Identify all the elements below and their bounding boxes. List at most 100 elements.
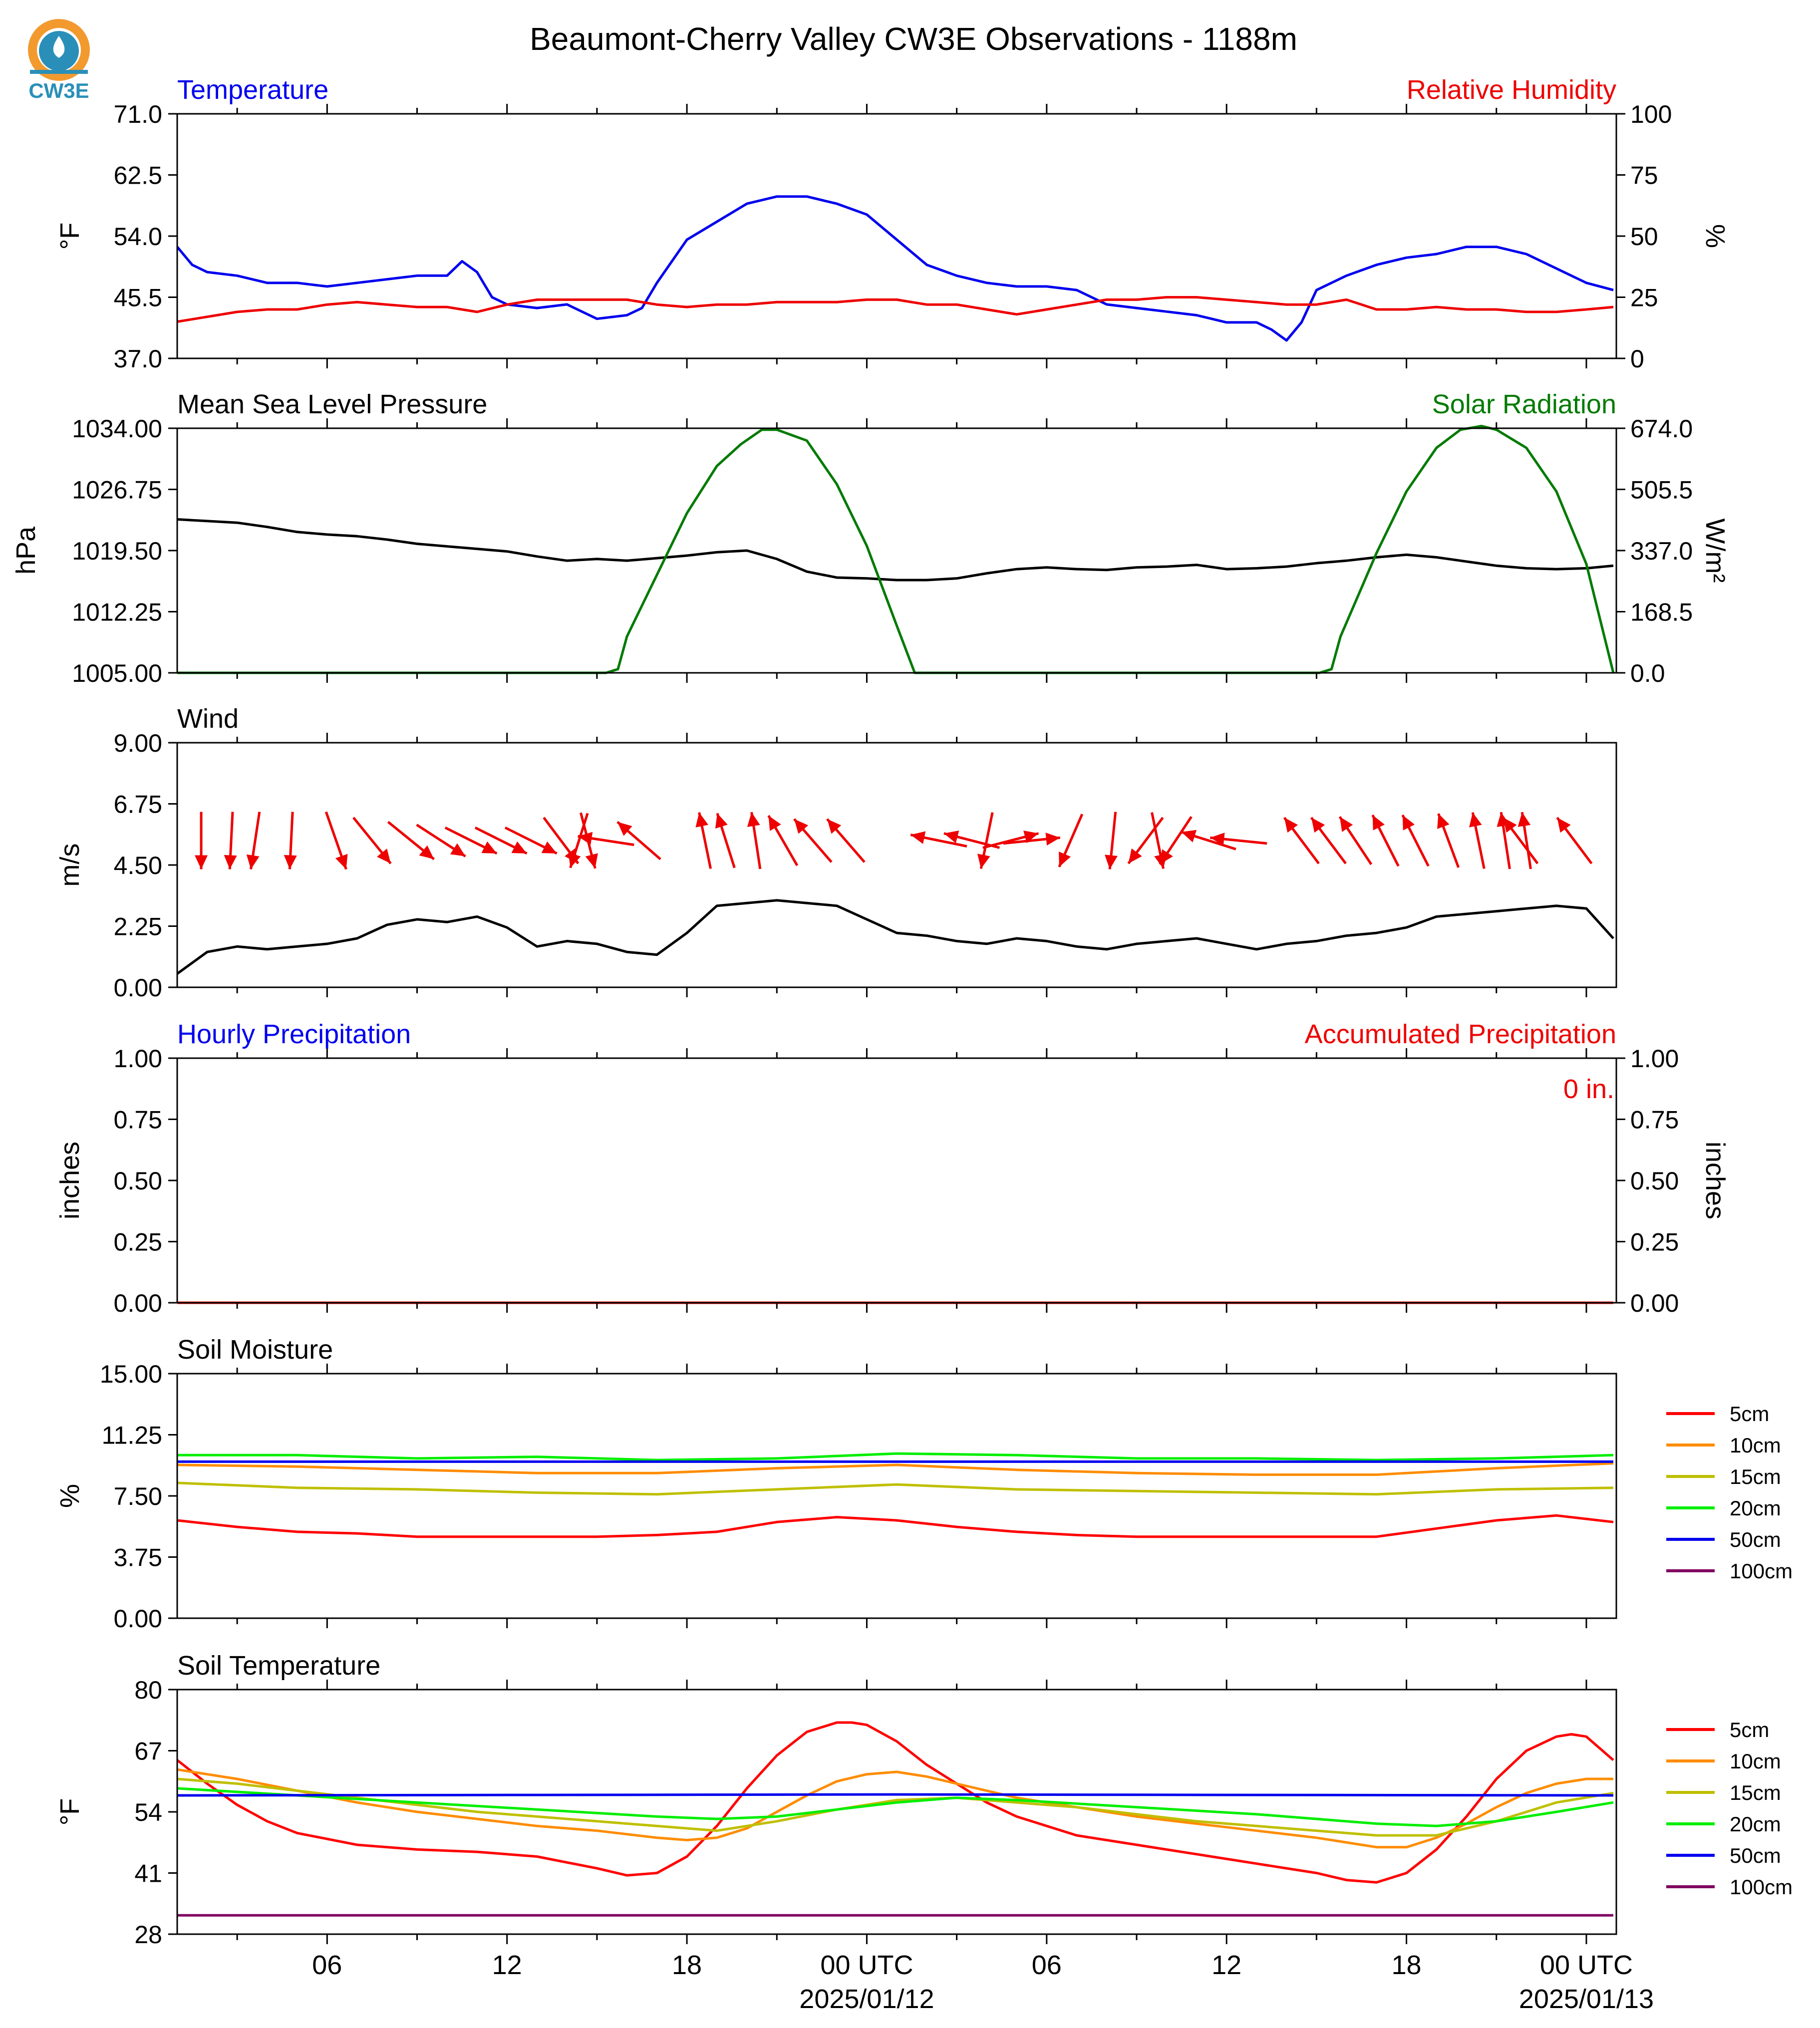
y-tick-label-left: 1034.00 bbox=[72, 415, 162, 443]
y-tick-label-left: 71.0 bbox=[114, 100, 162, 128]
legend-label: 15cm bbox=[1730, 1781, 1781, 1804]
panel-title-right: Solar Radiation bbox=[1432, 389, 1616, 419]
wind-arrow bbox=[1310, 817, 1347, 865]
x-tick-label: 12 bbox=[492, 1950, 522, 1980]
wind-arrow bbox=[416, 824, 466, 858]
series-line-5cm bbox=[176, 1721, 1614, 1884]
wind-arrow bbox=[715, 813, 736, 869]
wind-arrow-head bbox=[977, 854, 990, 869]
y-tick-label-right: 0 bbox=[1630, 345, 1644, 373]
legend-label: 100cm bbox=[1730, 1875, 1793, 1899]
wind-arrow bbox=[474, 826, 528, 855]
y-tick-label-left: 37.0 bbox=[114, 345, 162, 373]
wind-arrow bbox=[616, 821, 661, 861]
x-tick-label: 12 bbox=[1212, 1950, 1241, 1980]
y-tick-label-right: 1.00 bbox=[1630, 1045, 1679, 1073]
y-tick-label-left: 3.75 bbox=[114, 1544, 162, 1572]
panel-title-right: Relative Humidity bbox=[1407, 75, 1616, 105]
panel-soil_temp: 28 41 54 67 80 Soil Temperature °F 5cm 10cm 15cm 2… bbox=[55, 1651, 1793, 1949]
y-tick-label-right: 100 bbox=[1630, 100, 1672, 128]
panel-title-left: Soil Moisture bbox=[177, 1335, 333, 1365]
y-tick-label-right: 0.50 bbox=[1630, 1167, 1679, 1195]
y-tick-label-left: 1.00 bbox=[114, 1045, 162, 1073]
y-tick-label-left: 41 bbox=[134, 1860, 162, 1888]
wind-arrow-head bbox=[1557, 818, 1571, 833]
y-tick-label-left: 54.0 bbox=[114, 223, 162, 251]
wind-arrow bbox=[444, 826, 498, 855]
panel-title-left: Hourly Precipitation bbox=[177, 1019, 411, 1049]
wind-arrow bbox=[910, 831, 967, 848]
logo-drop-icon bbox=[53, 36, 65, 58]
legend-label: 100cm bbox=[1730, 1559, 1793, 1583]
precip-total-annotation: 0 in. bbox=[1563, 1074, 1614, 1104]
legend-entry-15cm: 15cm bbox=[1666, 1465, 1781, 1488]
legend-entry-10cm: 10cm bbox=[1666, 1749, 1781, 1773]
wind-arrow-head bbox=[1284, 818, 1298, 833]
legend-label: 5cm bbox=[1730, 1402, 1769, 1426]
wind-arrow bbox=[1469, 812, 1486, 869]
wind-arrow-head bbox=[1210, 833, 1225, 846]
y-tick-label-left: 80 bbox=[134, 1676, 162, 1704]
y-tick-label-right: 505.5 bbox=[1630, 476, 1693, 504]
y-tick-label-left: 28 bbox=[134, 1921, 162, 1949]
logo-text: CW3E bbox=[28, 79, 89, 102]
legend-label: 15cm bbox=[1730, 1465, 1781, 1488]
wind-arrow bbox=[826, 818, 866, 863]
legend-entry-5cm: 5cm bbox=[1666, 1718, 1769, 1741]
y-axis-label-left: % bbox=[55, 1484, 85, 1508]
y-tick-label-left: 1026.75 bbox=[72, 476, 162, 504]
x-tick-label: 00 UTC bbox=[820, 1950, 913, 1980]
wind-arrow-head bbox=[1437, 813, 1450, 829]
panel-wind: 0.00 2.25 4.50 6.75 9.00 Wind m/s bbox=[55, 704, 1617, 1002]
wind-arrow bbox=[977, 812, 994, 869]
wind-arrow-head bbox=[715, 813, 728, 829]
x-tick-label: 18 bbox=[1392, 1950, 1422, 1980]
y-tick-label-left: 62.5 bbox=[114, 162, 162, 190]
wind-arrow-head bbox=[1311, 818, 1325, 833]
wind-arrow-head bbox=[224, 855, 237, 869]
y-tick-label-right: 50 bbox=[1630, 223, 1658, 251]
legend-label: 50cm bbox=[1730, 1528, 1781, 1551]
panel-title-left: Temperature bbox=[177, 75, 328, 105]
wind-arrow-head bbox=[568, 853, 581, 868]
wind-arrow bbox=[1517, 812, 1532, 869]
y-axis-label-right: inches bbox=[1700, 1142, 1730, 1219]
wind-arrow bbox=[1058, 814, 1084, 868]
y-axis-label-left: °F bbox=[55, 1798, 85, 1826]
y-tick-label-left: 0.50 bbox=[114, 1167, 162, 1195]
wind-arrow bbox=[1181, 830, 1236, 851]
series-line-15cm bbox=[177, 1777, 1614, 1837]
wind-arrow-head bbox=[585, 853, 598, 869]
wind-arrow-head bbox=[747, 812, 760, 827]
figure-title: Beaumont-Cherry Valley CW3E Observations… bbox=[530, 21, 1297, 57]
wind-arrow-head bbox=[195, 855, 208, 869]
wind-arrow bbox=[246, 812, 261, 869]
y-tick-label-left: 7.50 bbox=[114, 1482, 162, 1510]
y-tick-label-right: 0.25 bbox=[1630, 1228, 1679, 1256]
cw3e-logo: CW3E bbox=[28, 19, 90, 102]
wind-arrow-head bbox=[578, 832, 593, 845]
wind-arrow bbox=[1437, 813, 1460, 868]
wind-arrow bbox=[747, 812, 762, 869]
wind-arrow-head bbox=[1128, 848, 1142, 864]
x-tick-label: 00 UTC bbox=[1540, 1950, 1633, 1980]
y-tick-label-left: 1005.00 bbox=[72, 659, 162, 687]
legend-label: 10cm bbox=[1730, 1749, 1781, 1773]
wind-arrow-head bbox=[1105, 855, 1118, 869]
panel-pres_solar: 1005.00 1012.25 1019.50 1026.75 1034.00 0.0 16… bbox=[11, 389, 1730, 687]
wind-arrow-head bbox=[481, 841, 497, 854]
wind-arrow-head bbox=[335, 854, 348, 869]
wind-arrow bbox=[504, 826, 558, 855]
legend-label: 20cm bbox=[1730, 1496, 1781, 1520]
y-tick-label-left: 1019.50 bbox=[72, 537, 162, 565]
wind-arrow-head bbox=[450, 843, 466, 857]
wind-arrow-head bbox=[1517, 812, 1531, 827]
wind-arrow bbox=[578, 832, 634, 847]
y-tick-label-left: 0.25 bbox=[114, 1228, 162, 1256]
wind-arrow-head bbox=[1402, 815, 1415, 831]
legend-label: 20cm bbox=[1730, 1812, 1781, 1836]
wind-arrow bbox=[284, 812, 297, 869]
wind-arrow bbox=[1556, 817, 1593, 865]
y-tick-label-left: 6.75 bbox=[114, 791, 162, 819]
y-tick-label-right: 25 bbox=[1630, 284, 1658, 312]
